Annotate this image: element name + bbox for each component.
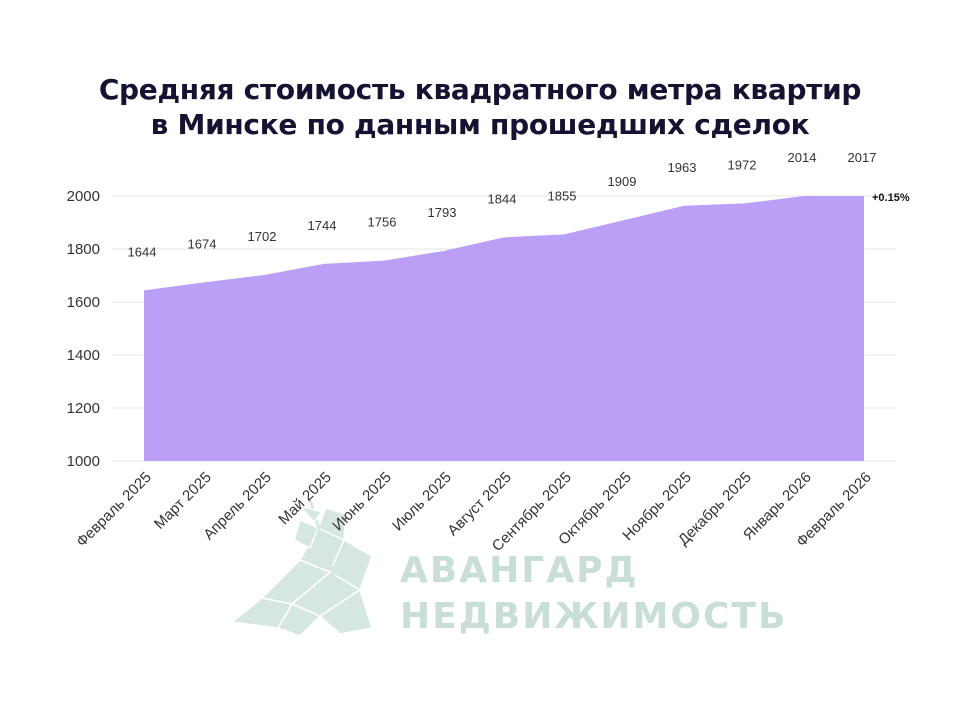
last-change-label: +0.15% (872, 192, 910, 204)
x-tick-label: Февраль 2025 (73, 469, 155, 551)
horse-rider-logo-icon (230, 499, 373, 637)
data-label: 1674 (188, 236, 217, 251)
data-label: 1644 (128, 244, 157, 259)
y-tick-label: 1600 (67, 294, 100, 311)
data-label: 1844 (488, 191, 517, 206)
y-tick-label: 1800 (67, 241, 100, 258)
y-tick-label: 2000 (67, 188, 100, 205)
y-axis-ticks: 1000 1200 1400 1600 1800 2000 (67, 188, 100, 470)
data-label: 1909 (608, 174, 637, 189)
data-label: 1793 (428, 205, 457, 220)
y-tick-label: 1200 (67, 400, 100, 417)
data-label: 1972 (728, 157, 757, 172)
data-label: 2017 (848, 150, 877, 165)
x-tick-label: Июнь 2025 (329, 469, 395, 535)
watermark: АВАНГАРД НЕДВИЖИМОСТЬ (230, 499, 787, 637)
chart-title: Средняя стоимость квадратного метра квар… (0, 72, 960, 142)
data-label: 1744 (308, 218, 337, 233)
data-label: 1963 (668, 160, 697, 175)
data-label: 1756 (368, 215, 397, 230)
data-label: 2014 (788, 150, 817, 165)
chart-title-line-2: в Минске по данным прошедших сделок (150, 108, 810, 141)
data-labels: 1644 1674 1702 1744 1756 1793 1844 1855 1909 1963… (128, 150, 877, 259)
data-label: 1855 (548, 188, 577, 203)
watermark-line-2: НЕДВИЖИМОСТЬ (400, 596, 787, 637)
x-tick-label: Июль 2025 (389, 469, 455, 535)
data-label: 1702 (248, 229, 277, 244)
area-series (144, 196, 864, 461)
watermark-line-1: АВАНГАРД (400, 550, 639, 591)
chart-title-line-1: Средняя стоимость квадратного метра квар… (98, 73, 862, 106)
x-tick-label: Март 2025 (151, 469, 215, 533)
y-tick-label: 1000 (67, 453, 100, 470)
y-tick-label: 1400 (67, 347, 100, 364)
